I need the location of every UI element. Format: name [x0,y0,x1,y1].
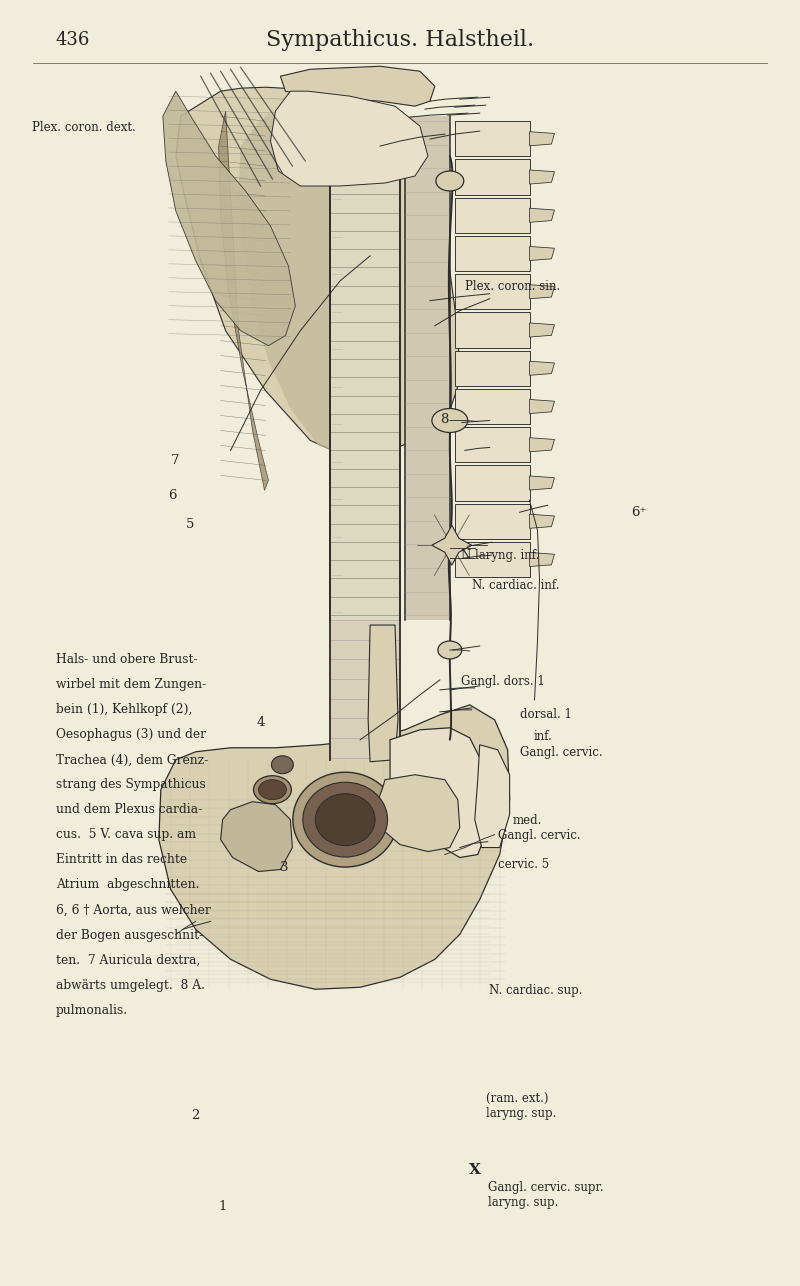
Ellipse shape [432,409,468,432]
Text: 8: 8 [441,413,449,426]
Text: Trachea (4), dem Grenz-: Trachea (4), dem Grenz- [56,754,208,766]
Polygon shape [455,235,530,271]
Polygon shape [455,504,530,539]
Polygon shape [530,170,554,184]
Polygon shape [455,388,530,424]
Polygon shape [368,625,398,761]
Text: Oesophagus (3) und der: Oesophagus (3) und der [56,728,206,741]
Text: Eintritt in das rechte: Eintritt in das rechte [56,854,186,867]
Text: der Bogen ausgeschnit-: der Bogen ausgeschnit- [56,928,203,941]
Text: Plex. coron. dext.: Plex. coron. dext. [32,121,135,134]
Text: med.: med. [513,814,542,827]
Text: inf.: inf. [534,730,553,743]
Text: bein (1), Kehlkopf (2),: bein (1), Kehlkopf (2), [56,703,192,716]
Polygon shape [176,87,460,460]
Polygon shape [238,113,400,455]
Text: strang des Sympathicus: strang des Sympathicus [56,778,206,791]
Text: X: X [469,1164,481,1178]
Polygon shape [455,198,530,233]
Polygon shape [530,437,554,451]
Text: 436: 436 [56,31,90,49]
Polygon shape [530,361,554,376]
Text: 5: 5 [186,518,194,531]
Polygon shape [405,116,450,620]
Polygon shape [530,476,554,490]
Polygon shape [530,131,554,145]
Text: abwärts umgelegt.  8 A.: abwärts umgelegt. 8 A. [56,979,205,992]
Ellipse shape [315,793,375,846]
Text: laryng. sup.: laryng. sup. [488,1196,558,1209]
Text: 6: 6 [169,489,177,502]
Polygon shape [474,745,510,847]
Polygon shape [281,67,435,107]
Polygon shape [390,728,490,858]
Text: pulmonalis.: pulmonalis. [56,1003,128,1017]
Polygon shape [455,312,530,347]
Ellipse shape [436,171,464,192]
Polygon shape [530,284,554,298]
Polygon shape [455,541,530,577]
Ellipse shape [258,779,286,800]
Polygon shape [530,553,554,567]
Polygon shape [455,274,530,310]
Polygon shape [432,525,472,565]
Text: N laryng. inf.: N laryng. inf. [462,549,540,562]
Text: Atrium  abgeschnitten.: Atrium abgeschnitten. [56,878,199,891]
Polygon shape [455,466,530,500]
Text: ten.  7 Auricula dextra,: ten. 7 Auricula dextra, [56,953,200,967]
Polygon shape [221,801,292,872]
Polygon shape [330,116,400,620]
Text: 2: 2 [191,1109,199,1121]
Text: dorsal. 1: dorsal. 1 [519,709,571,721]
Polygon shape [270,91,428,186]
Polygon shape [530,400,554,414]
Text: Gangl. cervic. supr.: Gangl. cervic. supr. [488,1181,603,1193]
Polygon shape [159,705,510,989]
Text: Hals- und obere Brust-: Hals- und obere Brust- [56,653,198,666]
Text: Plex. coron. sin.: Plex. coron. sin. [465,280,560,293]
Text: laryng. sup.: laryng. sup. [486,1107,557,1120]
Text: Gangl. cervic.: Gangl. cervic. [519,746,602,759]
Ellipse shape [303,782,387,856]
Polygon shape [455,159,530,194]
Polygon shape [218,111,269,490]
Polygon shape [163,91,295,346]
Polygon shape [375,774,460,851]
Polygon shape [530,514,554,529]
Ellipse shape [254,775,291,804]
Text: 4: 4 [256,716,265,729]
Text: 1: 1 [219,1200,227,1213]
Text: 7: 7 [171,454,179,467]
Polygon shape [455,351,530,386]
Polygon shape [330,620,400,760]
Text: 3: 3 [280,862,289,874]
Text: wirbel mit dem Zungen-: wirbel mit dem Zungen- [56,678,206,692]
Text: 6, 6 † Aorta, aus welcher: 6, 6 † Aorta, aus welcher [56,904,210,917]
Text: cervic. 5: cervic. 5 [498,859,550,872]
Text: Sympathicus. Halstheil.: Sympathicus. Halstheil. [266,28,534,51]
Polygon shape [455,427,530,463]
Ellipse shape [438,640,462,658]
Ellipse shape [293,772,398,867]
Ellipse shape [271,756,294,774]
Text: und dem Plexus cardia-: und dem Plexus cardia- [56,804,202,817]
Text: N. cardiac. sup.: N. cardiac. sup. [490,984,582,997]
Polygon shape [530,208,554,222]
Text: 6⁺: 6⁺ [631,505,646,518]
Text: Gangl. cervic.: Gangl. cervic. [498,829,581,842]
Polygon shape [530,247,554,261]
Polygon shape [455,121,530,157]
Text: Gangl. dors. 1: Gangl. dors. 1 [461,675,544,688]
Text: cus.  5 V. cava sup. am: cus. 5 V. cava sup. am [56,828,196,841]
Text: N. cardiac. inf.: N. cardiac. inf. [472,579,559,592]
Text: (ram. ext.): (ram. ext.) [486,1093,549,1106]
Polygon shape [530,323,554,337]
